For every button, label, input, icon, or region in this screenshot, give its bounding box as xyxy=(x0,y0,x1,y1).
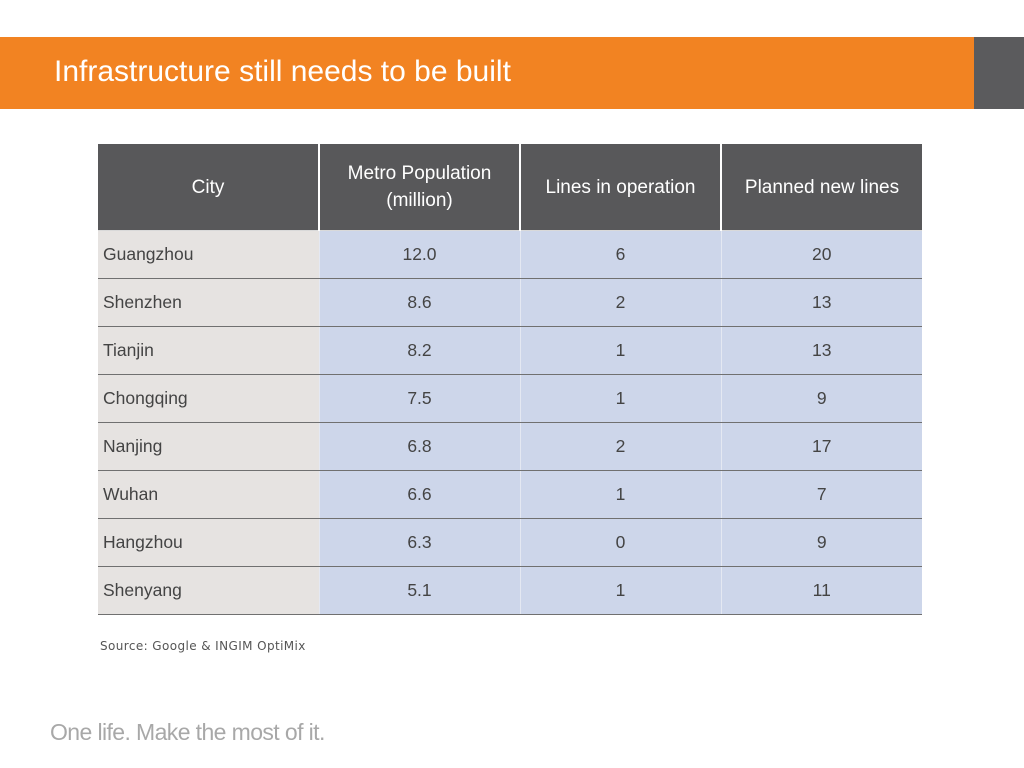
footer-tagline: One life. Make the most of it. xyxy=(50,719,325,745)
planned-new-lines-cell: 17 xyxy=(720,422,922,471)
metro-population-cell: 5.1 xyxy=(318,566,520,615)
metro-population-cell: 6.8 xyxy=(318,422,520,471)
table-row: Wuhan 6.6 1 7 xyxy=(98,470,922,519)
source-note: Source: Google & INGIM OptiMix xyxy=(100,639,306,653)
table-row: Tianjin 8.2 1 13 xyxy=(98,326,922,375)
lines-in-operation-cell: 1 xyxy=(519,326,721,375)
city-cell: Tianjin xyxy=(98,326,319,375)
header-planned-new-lines: Planned new lines xyxy=(721,144,922,231)
table-row: Shenzhen 8.6 2 13 xyxy=(98,278,922,327)
city-cell: Wuhan xyxy=(98,470,319,519)
table-header-row: City Metro Population (million) Lines in… xyxy=(98,144,922,231)
city-cell: Nanjing xyxy=(98,422,319,471)
planned-new-lines-cell: 11 xyxy=(720,566,922,615)
table-row: Guangzhou 12.0 6 20 xyxy=(98,230,922,279)
metro-population-cell: 8.2 xyxy=(318,326,520,375)
table-row: Nanjing 6.8 2 17 xyxy=(98,422,922,471)
city-cell: Chongqing xyxy=(98,374,319,423)
header-metro-population: Metro Population (million) xyxy=(319,144,521,231)
lines-in-operation-cell: 6 xyxy=(519,230,721,279)
lines-in-operation-cell: 1 xyxy=(519,566,721,615)
city-cell: Shenyang xyxy=(98,566,319,615)
title-side-block xyxy=(974,37,1024,109)
metro-population-cell: 6.6 xyxy=(318,470,520,519)
city-cell: Shenzhen xyxy=(98,278,319,327)
lines-in-operation-cell: 1 xyxy=(519,374,721,423)
planned-new-lines-cell: 20 xyxy=(720,230,922,279)
metro-population-cell: 6.3 xyxy=(318,518,520,567)
lines-in-operation-cell: 2 xyxy=(519,422,721,471)
lines-in-operation-cell: 1 xyxy=(519,470,721,519)
planned-new-lines-cell: 13 xyxy=(720,326,922,375)
slide-title: Infrastructure still needs to be built xyxy=(54,55,511,88)
planned-new-lines-cell: 9 xyxy=(720,518,922,567)
title-bar xyxy=(0,37,974,109)
header-city: City xyxy=(98,144,320,231)
metro-population-cell: 12.0 xyxy=(318,230,520,279)
metro-population-cell: 8.6 xyxy=(318,278,520,327)
planned-new-lines-cell: 13 xyxy=(720,278,922,327)
table-row: Chongqing 7.5 1 9 xyxy=(98,374,922,423)
table-row: Hangzhou 6.3 0 9 xyxy=(98,518,922,567)
planned-new-lines-cell: 7 xyxy=(720,470,922,519)
city-cell: Hangzhou xyxy=(98,518,319,567)
metro-population-cell: 7.5 xyxy=(318,374,520,423)
table-row: Shenyang 5.1 1 11 xyxy=(98,566,922,615)
header-lines-in-operation: Lines in operation xyxy=(520,144,722,231)
metro-table: City Metro Population (million) Lines in… xyxy=(98,144,922,615)
lines-in-operation-cell: 2 xyxy=(519,278,721,327)
planned-new-lines-cell: 9 xyxy=(720,374,922,423)
lines-in-operation-cell: 0 xyxy=(519,518,721,567)
city-cell: Guangzhou xyxy=(98,230,319,279)
